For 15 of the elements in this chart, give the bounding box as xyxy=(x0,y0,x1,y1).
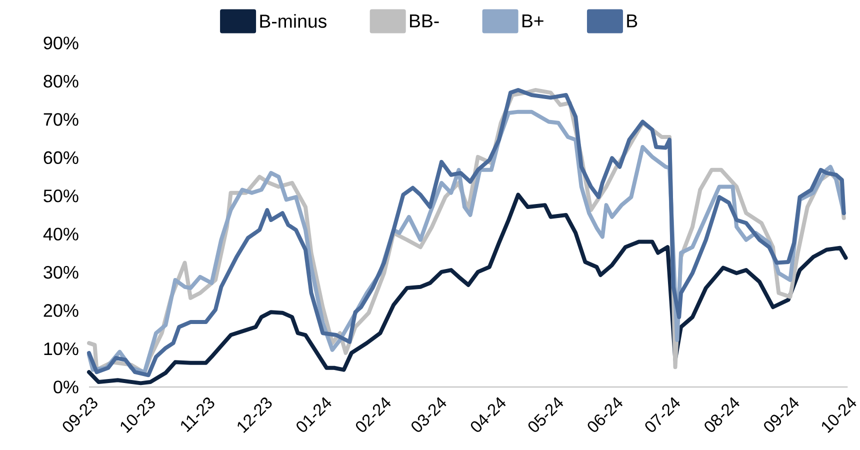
y-tick-label: 40% xyxy=(43,228,78,240)
line-series xyxy=(87,192,848,386)
legend-label: B xyxy=(627,14,638,28)
legend-label: BB- xyxy=(410,14,439,28)
legend-label: B-minus xyxy=(260,14,326,28)
y-tick-label: 60% xyxy=(44,151,78,164)
y-tick-label: 70% xyxy=(44,113,78,126)
y-tick-label: 80% xyxy=(44,74,78,88)
y-tick-label: 0% xyxy=(54,380,78,394)
y-tick-label: 90% xyxy=(44,36,78,50)
legend-label: B+ xyxy=(522,14,544,28)
y-tick-label: 10% xyxy=(44,342,78,356)
y-tick-label: 30% xyxy=(44,266,78,279)
y-tick-label: 50% xyxy=(44,190,78,202)
y-tick-label: 20% xyxy=(44,304,78,317)
